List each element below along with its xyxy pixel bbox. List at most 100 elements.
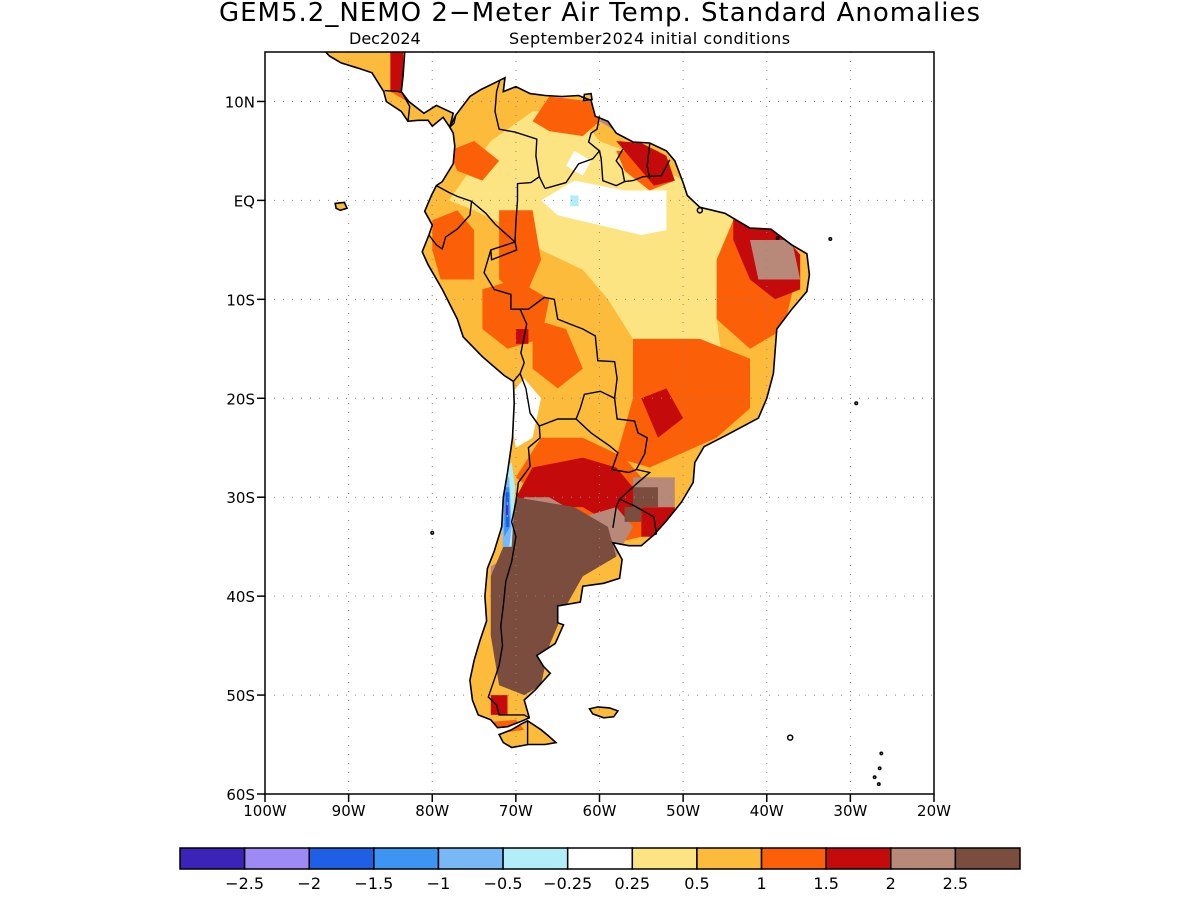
- island-outline: [430, 530, 435, 535]
- lon-tick-label: 40W: [750, 802, 784, 820]
- border-line: [619, 498, 658, 536]
- coastlines: [324, 52, 884, 797]
- lon-tick-label: 30W: [833, 802, 867, 820]
- colorbar-label: −1: [427, 874, 451, 893]
- anomaly-region: [633, 487, 658, 508]
- coastline-segment: [324, 52, 455, 130]
- colorbar-label: −0.25: [543, 874, 592, 893]
- lon-tick-label: 100W: [243, 802, 287, 820]
- lon-tick-label: 70W: [499, 802, 533, 820]
- anomaly-region: [616, 141, 675, 186]
- anomaly-region: [499, 210, 541, 300]
- lat-tick-label: 40S: [226, 588, 255, 606]
- colorbar-label: −2.5: [225, 874, 264, 893]
- lat-tick-label: 60S: [226, 786, 255, 804]
- island-outline: [696, 207, 704, 214]
- lat-tick-label: 10N: [225, 93, 255, 111]
- island-outline: [828, 236, 833, 241]
- coastline-segment: [588, 706, 620, 719]
- island-outline: [872, 775, 877, 780]
- coastline-segment: [421, 76, 811, 729]
- colorbar-swatch: [890, 847, 957, 870]
- anomaly-region: [641, 388, 684, 438]
- island-outline: [879, 751, 884, 756]
- border-line: [401, 92, 411, 122]
- anomaly-region: [624, 507, 642, 522]
- latitude-axis: 10N EQ 10S 20S 30S 40S 50S 60S: [225, 93, 265, 804]
- colorbar-swatch: [308, 847, 375, 870]
- lon-tick-label: 60W: [583, 802, 617, 820]
- colorbar: [179, 847, 1021, 870]
- anomaly-region: [482, 279, 550, 349]
- anomaly-region: [532, 319, 583, 389]
- border-line: [449, 115, 457, 128]
- border-line: [487, 412, 541, 719]
- island-outline: [854, 401, 859, 406]
- lat-tick-label: 30S: [226, 489, 255, 507]
- colorbar-swatch: [373, 847, 440, 870]
- anomaly-region: [432, 210, 475, 280]
- colorbar-swatch: [825, 847, 892, 870]
- border-line: [428, 184, 473, 251]
- country-borders: [384, 79, 671, 745]
- coastline-segment: [582, 92, 593, 102]
- border-line: [612, 498, 621, 529]
- border-line: [538, 176, 546, 189]
- anomaly-region: [449, 141, 500, 181]
- anomaly-region: [541, 180, 667, 235]
- forecast-month: Dec2024: [349, 29, 421, 48]
- border-line: [646, 143, 651, 179]
- lon-tick-label: 80W: [415, 802, 449, 820]
- colorbar-swatch: [243, 847, 310, 870]
- colorbar-label: 0.5: [684, 874, 709, 893]
- anomaly-region: [506, 505, 508, 515]
- border-line: [490, 241, 518, 261]
- colorbar-label: −0.5: [484, 874, 523, 893]
- colorbar-label: 1.5: [813, 874, 838, 893]
- anomaly-region: [532, 96, 600, 137]
- colorbar-label: 1: [756, 874, 766, 893]
- lat-tick-label: 20S: [226, 390, 255, 408]
- border-line: [619, 468, 652, 500]
- anomaly-region: [490, 695, 508, 715]
- border-line: [471, 200, 528, 382]
- anomaly-region: [750, 240, 801, 280]
- lon-tick-label: 50W: [666, 802, 700, 820]
- border-line: [519, 296, 618, 427]
- island-outline: [786, 734, 794, 741]
- island-outline: [876, 782, 881, 787]
- anomaly-shading: [265, 52, 810, 748]
- colorbar-label: −1.5: [354, 874, 393, 893]
- initial-conditions-label: September2024 initial conditions: [509, 29, 791, 48]
- anomaly-region: [390, 52, 403, 92]
- colorbar-labels: −2.5 −2 −1.5 −1 −0.5 −0.25 0.25 0.5 1 1.5 2 2.5: [225, 874, 968, 893]
- colorbar-label: 0.25: [614, 874, 650, 893]
- island-outline: [877, 766, 882, 771]
- colorbar-swatch: [760, 847, 827, 870]
- border-line: [494, 79, 541, 243]
- colorbar-swatch: [696, 847, 763, 870]
- border-line: [615, 148, 626, 182]
- colorbar-swatch: [954, 847, 1021, 870]
- colorbar-label: −2: [297, 874, 321, 893]
- anomaly-region: [515, 329, 529, 344]
- anomaly-region: [641, 507, 675, 537]
- border-line: [384, 89, 402, 94]
- lon-tick-label: 90W: [332, 802, 366, 820]
- island-outline: [775, 236, 780, 240]
- longitude-axis: 100W 90W 80W 70W 60W 50W 40W 30W 20W: [243, 794, 951, 820]
- colorbar-swatch: [437, 847, 504, 870]
- colorbar-swatch: [179, 847, 246, 870]
- anomaly-region: [570, 195, 579, 207]
- lat-tick-label: EQ: [234, 192, 255, 210]
- colorbar-swatch: [566, 847, 634, 870]
- lat-tick-label: 50S: [226, 687, 255, 705]
- coastline-segment: [497, 719, 558, 749]
- island-outline: [876, 795, 878, 797]
- colorbar-label: 2.5: [943, 874, 968, 893]
- map-title: GEM5.2_NEMO 2−Meter Air Temp. Standard A…: [218, 0, 982, 28]
- colorbar-swatch: [631, 847, 698, 870]
- colorbar-label: 2: [886, 874, 896, 893]
- colorbar-swatch: [502, 847, 569, 870]
